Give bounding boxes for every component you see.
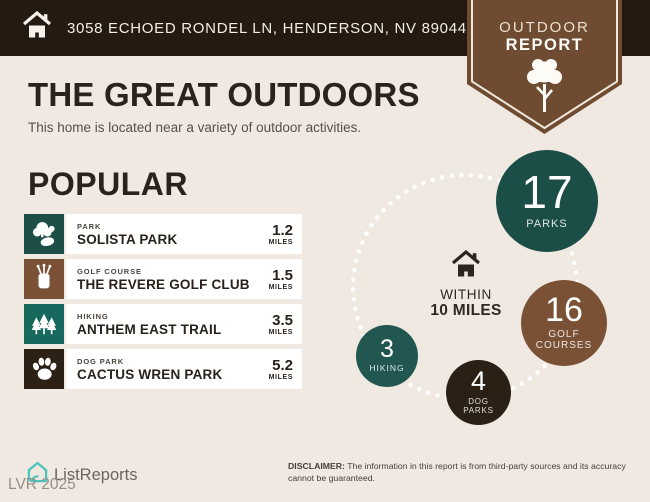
hiking-icon: [24, 304, 64, 344]
dog-label: DOG PARKS: [463, 397, 494, 416]
bubble-golf-courses: 16 GOLF COURSES: [521, 280, 607, 366]
outdoor-report-badge: OUTDOOR REPORT: [467, 0, 622, 134]
list-item-park: PARK SOLISTA PARK 1.2 MILES: [24, 214, 302, 254]
popular-list: PARK SOLISTA PARK 1.2 MILES: [24, 214, 302, 394]
hiking-count: 3: [380, 335, 394, 364]
pennant-shape: [467, 0, 622, 134]
item-category: DOG PARK: [77, 356, 125, 366]
bubble-hiking: 3 HIKING: [356, 325, 418, 387]
parks-count: 17: [521, 166, 573, 219]
item-unit: MILES: [268, 373, 293, 381]
property-address: 3058 ECHOED RONDEL LN, HENDERSON, NV 890…: [67, 19, 467, 37]
parks-label: PARKS: [526, 218, 568, 231]
home-icon: [22, 10, 52, 45]
tree-icon: [527, 59, 562, 112]
item-name: CACTUS WREN PARK: [77, 366, 223, 382]
item-distance: 1.2: [272, 221, 293, 239]
item-category: HIKING: [77, 311, 109, 321]
page-subtitle: This home is located near a variety of o…: [28, 120, 362, 135]
disclaimer-label: DISCLAIMER:: [288, 461, 345, 471]
item-unit: MILES: [268, 328, 293, 336]
dog-count: 4: [470, 366, 487, 397]
bubble-dog-parks: 4 DOG PARKS: [446, 360, 511, 425]
item-name: ANTHEM EAST TRAIL: [77, 321, 222, 337]
brand-name: ListReports: [54, 465, 138, 484]
park-icon: [24, 214, 64, 254]
golf-label: GOLF COURSES: [535, 328, 593, 352]
list-item-hiking: HIKING ANTHEM EAST TRAIL 3.5 MILES: [24, 304, 302, 344]
disclaimer-text: The information in this report is from t…: [288, 461, 626, 483]
page-title: THE GREAT OUTDOORS: [28, 76, 420, 113]
item-category: PARK: [77, 221, 102, 231]
item-unit: MILES: [268, 238, 293, 246]
watermark: LVR 2025: [8, 476, 76, 493]
popular-heading: POPULAR: [28, 166, 188, 202]
item-name: SOLISTA PARK: [77, 231, 178, 247]
miles-label: 10 MILES: [430, 302, 502, 319]
golf-icon: [24, 259, 64, 299]
item-name: THE REVERE GOLF CLUB: [77, 276, 250, 292]
paw-icon: [24, 349, 64, 389]
list-item-golf: GOLF COURSE THE REVERE GOLF CLUB 1.5 MIL…: [24, 259, 302, 299]
item-category: GOLF COURSE: [77, 266, 142, 276]
badge-line2: REPORT: [505, 36, 584, 54]
within-label: WITHIN: [440, 287, 492, 302]
radius-center: WITHIN 10 MILES: [419, 249, 513, 320]
disclaimer: DISCLAIMER: The information in this repo…: [288, 461, 640, 484]
listreports-house-icon: [27, 461, 48, 489]
house-icon: [451, 249, 481, 283]
item-unit: MILES: [268, 283, 293, 291]
listreports-logo: ListReports: [27, 461, 137, 489]
item-distance: 1.5: [272, 266, 293, 284]
hiking-label: HIKING: [369, 362, 405, 373]
list-item-dogpark: DOG PARK CACTUS WREN PARK 5.2 MILES: [24, 349, 302, 389]
item-distance: 5.2: [272, 356, 293, 374]
golf-count: 16: [545, 291, 583, 330]
badge-line1: OUTDOOR: [499, 19, 590, 36]
bubble-parks: 17 PARKS: [496, 150, 598, 252]
item-distance: 3.5: [272, 311, 293, 329]
